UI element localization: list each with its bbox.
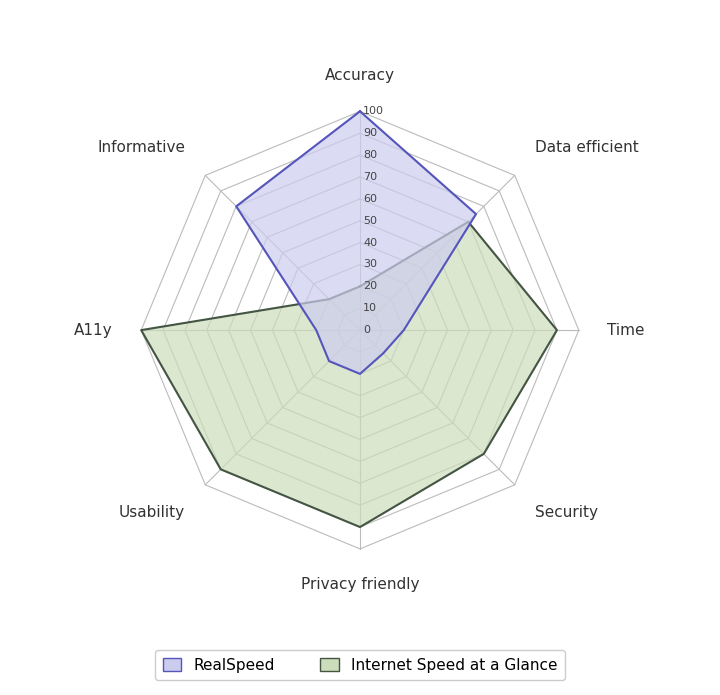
Text: A11y: A11y (74, 322, 113, 338)
Text: Usability: Usability (119, 505, 185, 520)
Text: 10: 10 (364, 303, 377, 313)
Text: 50: 50 (364, 215, 377, 226)
Text: 100: 100 (364, 106, 384, 116)
Text: Time: Time (607, 322, 644, 338)
Text: Informative: Informative (97, 140, 185, 155)
Text: Accuracy: Accuracy (325, 68, 395, 83)
Text: 60: 60 (364, 194, 377, 204)
Text: 70: 70 (364, 172, 377, 182)
Text: 90: 90 (364, 128, 377, 138)
Polygon shape (236, 111, 476, 374)
Text: 0: 0 (364, 325, 370, 335)
Text: Security: Security (535, 505, 598, 520)
Text: 80: 80 (364, 150, 377, 160)
Text: 20: 20 (364, 281, 377, 291)
Text: Data efficient: Data efficient (535, 140, 639, 155)
Text: 40: 40 (364, 238, 377, 247)
Text: Privacy friendly: Privacy friendly (301, 578, 419, 592)
Legend: RealSpeed, Internet Speed at a Glance: RealSpeed, Internet Speed at a Glance (155, 650, 565, 680)
Polygon shape (141, 222, 557, 527)
Text: 30: 30 (364, 259, 377, 270)
